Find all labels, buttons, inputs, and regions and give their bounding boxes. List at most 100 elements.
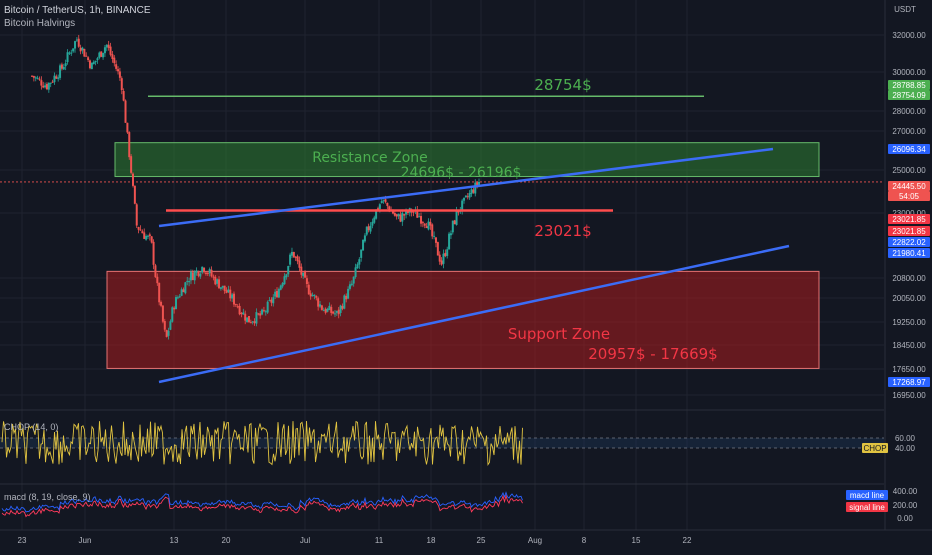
candle-body xyxy=(433,235,436,237)
price-badge-label: 23021.85 xyxy=(892,215,926,224)
target-label: 28754$ xyxy=(534,76,591,94)
candle-body xyxy=(448,233,451,250)
candle-body xyxy=(343,295,346,309)
candle-body xyxy=(206,272,209,274)
candle-body xyxy=(45,84,48,90)
candle-body xyxy=(322,310,325,312)
candle-body xyxy=(113,57,116,64)
candle-body xyxy=(249,322,252,324)
candle-body xyxy=(375,209,378,219)
candle-body xyxy=(403,214,406,216)
candle-body xyxy=(158,282,161,303)
chop-band xyxy=(0,438,523,448)
date-tick-label: 13 xyxy=(170,536,179,545)
y-tick-label: 30000.00 xyxy=(892,68,926,77)
candle-body xyxy=(431,224,434,237)
candle-body xyxy=(238,305,241,315)
candle-body xyxy=(221,285,224,288)
candle-body xyxy=(141,231,144,234)
candle-body xyxy=(94,60,97,63)
candle-body xyxy=(347,288,350,299)
candle-body xyxy=(171,307,174,322)
candle-body xyxy=(191,272,194,281)
candle-body xyxy=(261,309,264,315)
candle-body xyxy=(418,216,421,218)
candle-body xyxy=(124,100,127,123)
y-tick-label: 20800.00 xyxy=(892,274,926,283)
chop-badge-label: CHOP xyxy=(863,444,886,453)
candle-body xyxy=(92,61,95,65)
signal-line-badge-label: signal line xyxy=(849,503,885,512)
candle-body xyxy=(283,276,286,285)
candle-body xyxy=(100,51,103,57)
candle-body xyxy=(438,254,441,262)
candle-body xyxy=(290,251,293,256)
date-tick-label: 22 xyxy=(683,536,692,545)
candle-body xyxy=(55,76,58,79)
candle-body xyxy=(399,214,402,222)
macd-tick-label: 0.00 xyxy=(897,514,913,523)
chop-badge xyxy=(862,443,888,453)
candle-body xyxy=(201,266,204,273)
candle-body xyxy=(350,283,353,286)
price-badge xyxy=(888,214,930,224)
resistance-zone xyxy=(114,142,820,178)
date-tick-label: 11 xyxy=(375,536,384,545)
candle-body xyxy=(36,77,39,79)
candle-body xyxy=(223,285,226,291)
candle-body xyxy=(255,312,258,324)
y-tick-label: 27000.00 xyxy=(892,127,926,136)
candle-body xyxy=(122,91,125,101)
candle-body xyxy=(210,269,213,277)
y-tick-label: 20050.00 xyxy=(892,294,926,303)
candle-body xyxy=(62,66,65,70)
date-tick-label: 8 xyxy=(582,536,587,545)
candle-body xyxy=(232,293,235,305)
signal-line xyxy=(1,494,523,518)
candle-body xyxy=(199,273,202,277)
candle-body xyxy=(412,211,415,213)
candle-body xyxy=(401,212,404,222)
candle-body xyxy=(40,80,43,86)
candle-body xyxy=(102,52,105,58)
candle-body xyxy=(219,287,222,289)
candle-body xyxy=(307,284,310,295)
candle-body xyxy=(464,195,467,198)
macd-pane xyxy=(1,491,523,518)
candle-body xyxy=(169,321,172,330)
price-badge xyxy=(888,237,930,247)
candle-body xyxy=(348,284,351,289)
price-badge-label: 28754.09 xyxy=(892,91,926,100)
price-badge-label: 17268.97 xyxy=(892,378,926,387)
y-tick-label: 19250.00 xyxy=(892,318,926,327)
candle-body xyxy=(85,55,88,57)
candle-body xyxy=(272,297,275,304)
candle-body xyxy=(365,226,368,235)
chop-band-future xyxy=(523,438,884,448)
y-tick-label: 16950.00 xyxy=(892,391,926,400)
candle-body xyxy=(391,210,394,214)
chop-tick-label: 40.00 xyxy=(895,444,916,453)
candle-body xyxy=(38,78,41,80)
candle-body xyxy=(150,236,153,243)
candle-body xyxy=(277,289,280,298)
candle-body xyxy=(337,309,340,315)
candle-body xyxy=(253,321,256,324)
grid xyxy=(0,0,886,530)
candle-body xyxy=(317,298,320,307)
candle-body xyxy=(236,306,239,308)
red-level-label: 23021$ xyxy=(534,222,591,240)
candle-body xyxy=(115,64,118,69)
support-zone xyxy=(106,270,820,369)
currency-label: USDT xyxy=(894,5,916,14)
candle-body xyxy=(146,235,149,237)
candle-body xyxy=(247,316,250,323)
price-badge xyxy=(888,181,930,191)
candle-body xyxy=(356,264,359,269)
candle-body xyxy=(296,256,299,262)
candle-body xyxy=(87,57,90,61)
